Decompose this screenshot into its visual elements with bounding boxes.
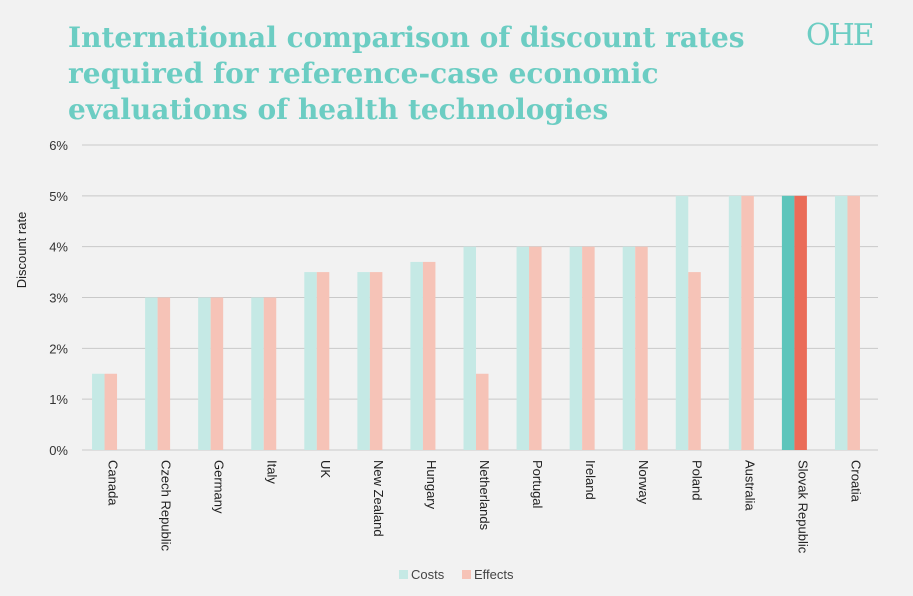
x-tick-label: New Zealand [371, 460, 386, 537]
legend-costs-label: Costs [411, 567, 445, 582]
bar-effects [635, 246, 648, 450]
bar-effects [794, 195, 807, 450]
chart-title: International comparison of discount rat… [68, 21, 745, 126]
ohe-logo: OHE [806, 18, 875, 53]
bars [92, 195, 860, 450]
y-tick-label: 0% [49, 443, 68, 458]
bar-costs [145, 297, 158, 450]
x-tick-label: Ireland [583, 460, 598, 500]
y-axis-ticks: 0% 1% 2% 3% 4% 5% 6% [49, 138, 68, 458]
x-tick-label: Czech Republic [159, 460, 174, 552]
bar-costs [834, 195, 848, 450]
x-tick-label: Canada [106, 460, 121, 506]
x-tick-label: Croatia [848, 460, 863, 503]
bar-costs [410, 261, 423, 450]
y-tick-label: 5% [49, 189, 68, 204]
bar-effects [263, 297, 277, 450]
y-axis-label: Discount rate [14, 212, 29, 289]
y-tick-label: 2% [49, 341, 68, 356]
x-tick-label: Norway [636, 460, 651, 505]
bar-costs [463, 246, 476, 450]
bar-costs [675, 195, 689, 450]
legend-effects-label: Effects [474, 567, 514, 582]
bar-effects [104, 373, 118, 450]
bar-costs [516, 246, 530, 450]
legend-effects-swatch [462, 570, 471, 579]
x-tick-label: Netherlands [477, 460, 492, 531]
bar-costs [622, 246, 636, 450]
y-tick-label: 6% [49, 138, 68, 153]
y-tick-label: 3% [49, 291, 68, 306]
legend: Costs Effects [399, 567, 514, 582]
y-tick-label: 1% [49, 392, 68, 407]
x-tick-label: Slovak Republic [795, 460, 810, 554]
x-tick-label: Poland [689, 460, 704, 500]
bar-costs [304, 272, 317, 450]
bar-effects [847, 195, 860, 450]
bar-costs [569, 246, 583, 450]
bar-costs [92, 373, 105, 450]
bar-costs [198, 297, 211, 450]
bar-effects [529, 246, 542, 450]
bar-effects [741, 195, 754, 450]
x-tick-label: Australia [742, 460, 757, 511]
bar-effects [316, 272, 330, 450]
bar-costs [357, 272, 370, 450]
bar-effects [688, 272, 701, 450]
bar-effects [476, 373, 489, 450]
x-tick-label: UK [318, 460, 333, 478]
bar-effects [422, 261, 436, 450]
legend-costs-swatch [399, 570, 408, 579]
bar-effects [210, 297, 224, 450]
x-tick-label: Hungary [424, 460, 439, 510]
x-tick-label: Italy [265, 460, 280, 484]
bar-effects [369, 272, 383, 450]
bar-costs [781, 195, 795, 450]
x-tick-label: Portugal [530, 460, 545, 509]
category-labels: Canada Czech Republic Germany Italy UK New Ze… [106, 460, 864, 554]
y-tick-label: 4% [49, 240, 68, 255]
bar-costs [251, 297, 264, 450]
bar-effects [582, 246, 595, 450]
bar-costs [728, 195, 742, 450]
x-tick-label: Germany [212, 460, 227, 514]
bar-effects [157, 297, 171, 450]
